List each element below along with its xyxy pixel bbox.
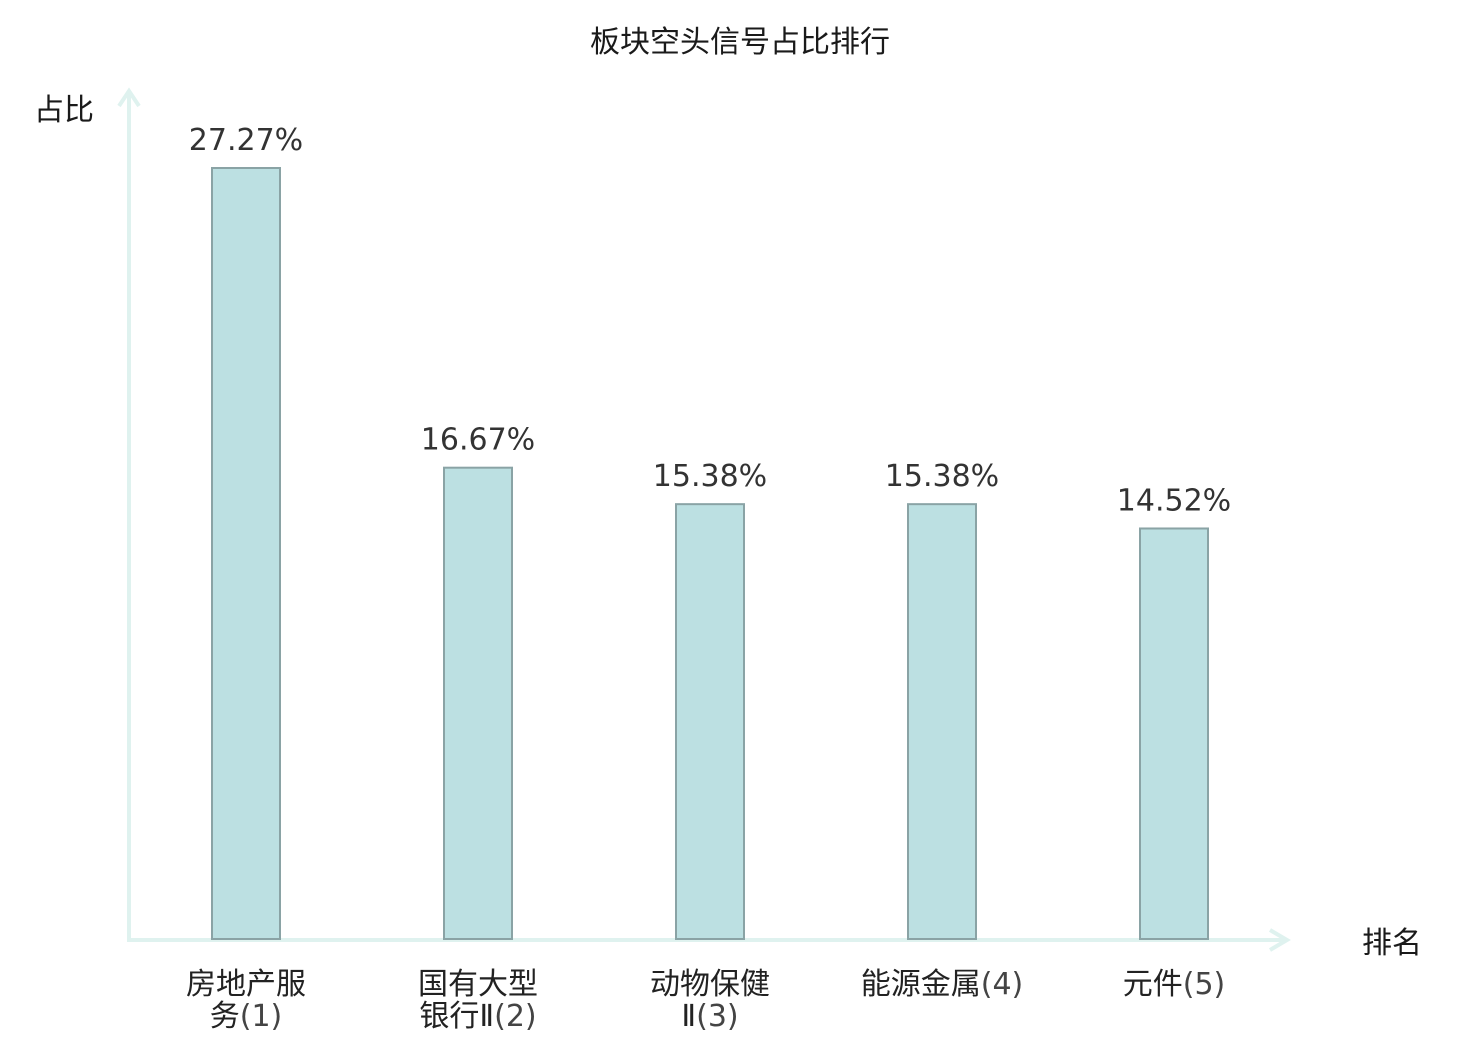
category-rank: (3) [696, 999, 739, 1034]
category-rank: (2) [494, 999, 537, 1034]
category-rank: (4) [981, 967, 1024, 1002]
value-label-4: 15.38% [885, 459, 999, 494]
value-label-5: 14.52% [1117, 483, 1231, 518]
category-label-line: 务(1) [210, 999, 283, 1034]
category-label-4: 能源金属(4) [861, 967, 1024, 1002]
y-axis: 占比 [34, 87, 141, 940]
category-name: 元件 [1123, 967, 1183, 1002]
category-name: 银行Ⅱ [419, 999, 494, 1034]
category-rank: (1) [240, 999, 283, 1034]
category-rank: (5) [1183, 967, 1226, 1002]
x-axis-arrow [1268, 928, 1291, 952]
category-name: 务 [210, 999, 240, 1034]
chart-title: 板块空头信号占比排行 [590, 25, 890, 60]
category-label-line: 国有大型 [418, 967, 538, 1002]
bar-4 [907, 503, 977, 940]
category-name: 国有大型 [418, 967, 538, 1002]
bar-2 [443, 466, 513, 940]
y-axis-label: 占比 [34, 93, 94, 128]
category-name: 能源金属 [861, 967, 981, 1002]
category-label-line: 能源金属(4) [861, 967, 1024, 1002]
value-label-1: 27.27% [189, 123, 303, 158]
value-label-2: 16.67% [421, 423, 535, 458]
x-axis-label: 排名 [1362, 926, 1422, 961]
bars-group [211, 167, 1209, 941]
category-label-5: 元件(5) [1123, 967, 1226, 1002]
y-axis-arrow [117, 87, 141, 108]
category-label-line: 银行Ⅱ(2) [419, 999, 536, 1034]
category-name: 动物保健 [650, 967, 770, 1002]
category-label-line: 元件(5) [1123, 967, 1226, 1002]
value-labels-group: 27.27% 16.67% 15.38% 15.38% 14.52% [189, 123, 1231, 518]
bar-5 [1139, 527, 1209, 941]
category-label-line: Ⅱ(3) [681, 999, 738, 1034]
x-axis: 排名 [127, 926, 1422, 961]
category-label-line: 房地产服 [186, 967, 306, 1002]
category-name: Ⅱ [681, 999, 696, 1034]
category-name: 房地产服 [186, 967, 306, 1002]
category-label-line: 动物保健 [650, 967, 770, 1002]
value-label-3: 15.38% [653, 459, 767, 494]
bar-3 [675, 503, 745, 940]
bar-1 [211, 167, 281, 940]
